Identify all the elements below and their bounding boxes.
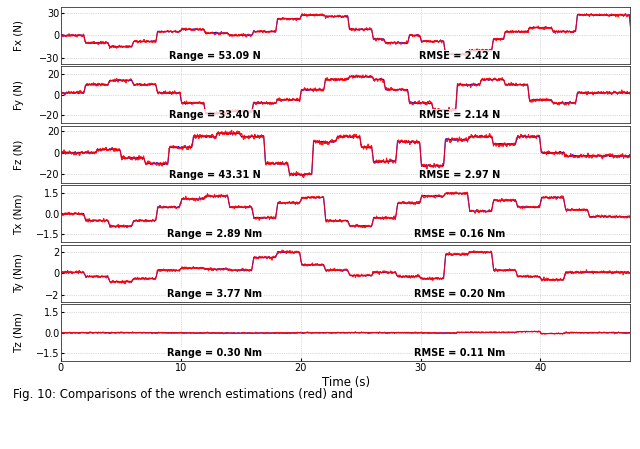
Y-axis label: Fz (N): Fz (N) [14,139,24,170]
Text: Range = 2.89 Nm: Range = 2.89 Nm [167,229,262,239]
Y-axis label: Ty (Nm): Ty (Nm) [14,253,24,293]
Text: RMSE = 2.97 N: RMSE = 2.97 N [419,170,500,180]
Y-axis label: Tz (Nm): Tz (Nm) [14,313,24,353]
Text: RMSE = 0.20 Nm: RMSE = 0.20 Nm [414,289,505,299]
Text: Range = 3.77 Nm: Range = 3.77 Nm [167,289,262,299]
Y-axis label: Fy (N): Fy (N) [14,80,24,110]
Y-axis label: Fx (N): Fx (N) [14,20,24,51]
X-axis label: Time (s): Time (s) [321,376,370,389]
Text: RMSE = 2.42 N: RMSE = 2.42 N [419,51,500,61]
Text: Range = 43.31 N: Range = 43.31 N [169,170,260,180]
Y-axis label: Tx (Nm): Tx (Nm) [14,193,24,234]
Text: Fig. 10: Comparisons of the wrench estimations (red) and: Fig. 10: Comparisons of the wrench estim… [13,388,353,401]
Text: Range = 53.09 N: Range = 53.09 N [169,51,260,61]
Text: RMSE = 2.14 N: RMSE = 2.14 N [419,110,500,120]
Text: Range = 33.40 N: Range = 33.40 N [169,110,260,120]
Text: RMSE = 0.16 Nm: RMSE = 0.16 Nm [414,229,505,239]
Text: Range = 0.30 Nm: Range = 0.30 Nm [167,348,262,358]
Text: RMSE = 0.11 Nm: RMSE = 0.11 Nm [414,348,505,358]
